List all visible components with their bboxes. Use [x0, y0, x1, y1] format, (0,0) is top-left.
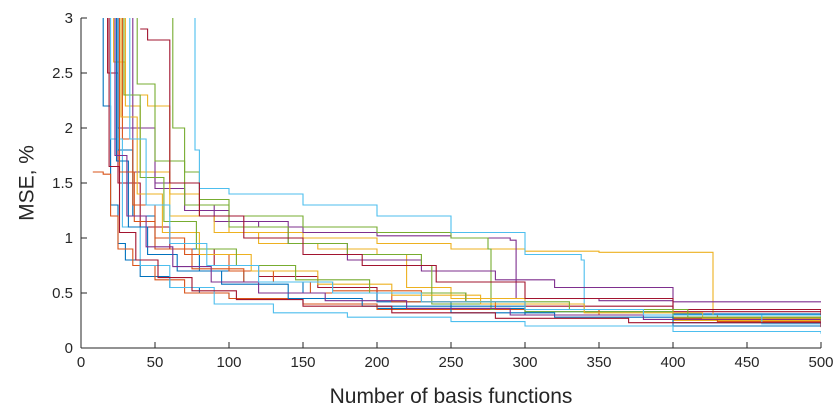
series-line-14 — [140, 28, 821, 313]
series-line-13 — [110, 18, 821, 334]
series-line-1 — [102, 18, 821, 315]
x-tick-label: 150 — [290, 354, 315, 371]
y-tick-label: 2 — [65, 120, 73, 137]
series-line-21 — [108, 18, 821, 328]
series-line-17 — [120, 18, 821, 322]
series-line-12 — [136, 18, 821, 324]
series-line-19 — [123, 18, 821, 321]
series-line-8 — [117, 18, 821, 327]
series-line-18 — [114, 18, 821, 324]
x-tick-label: 350 — [586, 354, 611, 371]
x-tick-label: 200 — [364, 354, 389, 371]
series-line-11 — [132, 18, 821, 312]
series-line-15 — [115, 18, 821, 326]
y-tick-label: 3 — [65, 10, 73, 27]
series-line-10 — [124, 18, 821, 326]
series-line-4 — [117, 18, 821, 303]
x-tick-label: 300 — [512, 354, 537, 371]
x-tick-label: 250 — [438, 354, 463, 371]
series-line-6 — [194, 18, 821, 318]
y-tick-label: 0.5 — [52, 285, 73, 302]
y-tick-label: 1 — [65, 230, 73, 247]
x-tick-label: 0 — [77, 354, 85, 371]
series-line-9 — [121, 18, 821, 323]
x-tick-label: 400 — [660, 354, 685, 371]
x-tick-label: 500 — [808, 354, 833, 371]
series-line-20 — [129, 18, 821, 326]
plot-lines — [92, 18, 821, 334]
x-tick-label: 50 — [147, 354, 164, 371]
y-ticks: 0 0.5 1 1.5 2 2.5 3 — [52, 10, 87, 357]
x-tick-label: 100 — [216, 354, 241, 371]
y-tick-label: 1.5 — [52, 175, 73, 192]
y-tick-label: 0 — [65, 340, 73, 357]
y-axis-label: MSE, % — [16, 145, 39, 221]
series-line-16 — [118, 18, 821, 325]
x-ticks: 0 50 100 150 200 250 300 350 400 450 500 — [77, 342, 834, 371]
x-tick-label: 450 — [734, 354, 759, 371]
x-axis-label: Number of basis functions — [330, 385, 573, 408]
y-tick-label: 2.5 — [52, 65, 73, 82]
